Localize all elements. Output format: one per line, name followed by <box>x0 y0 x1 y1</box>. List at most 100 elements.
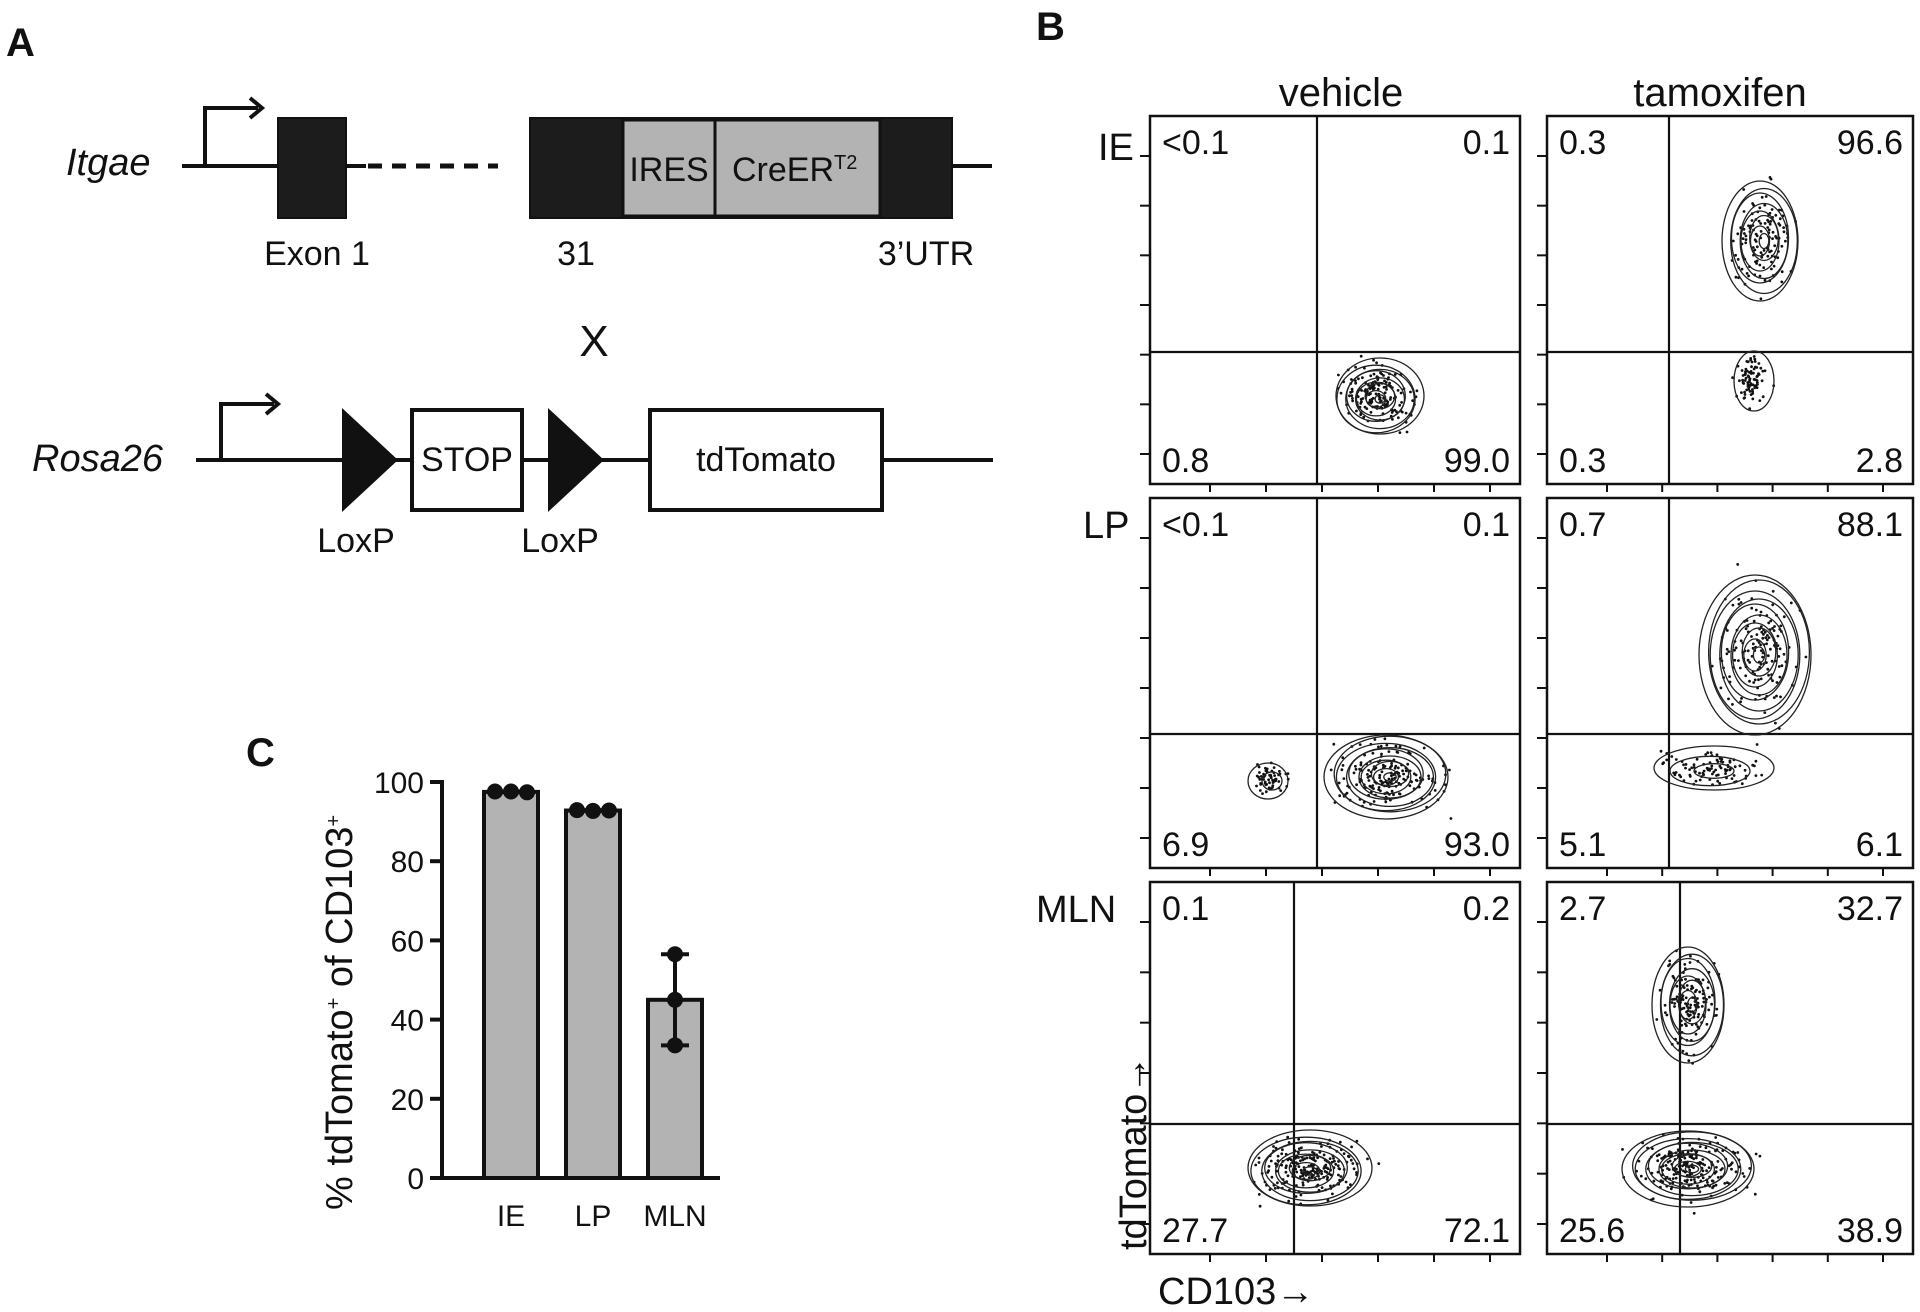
event-dot <box>1769 619 1773 623</box>
event-dot <box>1299 1175 1302 1178</box>
event-dot <box>1273 774 1276 777</box>
event-dot <box>1369 401 1373 405</box>
event-dot <box>1673 1005 1676 1008</box>
event-dot <box>1385 743 1389 747</box>
event-dot <box>1708 995 1711 999</box>
event-dot <box>1391 418 1394 421</box>
event-dot <box>1760 379 1764 383</box>
event-dot <box>1747 375 1751 379</box>
event-dot <box>1760 195 1764 199</box>
y-axis-title-tdtomato: tdTomato→ <box>1113 1056 1155 1250</box>
quadrant-tr-value: 32.7 <box>1837 890 1903 928</box>
event-dot <box>1678 773 1681 777</box>
event-dot <box>1750 606 1754 610</box>
event-dot <box>1384 800 1388 804</box>
event-dot <box>1747 224 1750 228</box>
event-dot <box>1367 768 1370 772</box>
event-dot <box>1718 764 1722 768</box>
event-dot <box>1712 1184 1716 1188</box>
quadrant-tl-value: <0.1 <box>1162 506 1229 544</box>
event-dot <box>1258 778 1262 781</box>
event-dot <box>1753 386 1757 390</box>
event-dot <box>1758 399 1762 402</box>
event-dot <box>1762 633 1765 636</box>
event-dot <box>1396 389 1400 392</box>
event-dot <box>1771 589 1775 593</box>
event-dot <box>1411 399 1414 402</box>
event-dot <box>1767 673 1770 677</box>
event-dot <box>1784 239 1787 243</box>
event-dot <box>1719 686 1723 690</box>
contour-line <box>1719 598 1799 712</box>
event-dot <box>1766 226 1770 229</box>
event-dot <box>1758 263 1762 267</box>
event-dot <box>1779 695 1782 699</box>
x-tick-label-mln: MLN <box>643 1200 706 1233</box>
event-dot <box>1705 1169 1708 1173</box>
quadrant-tl-value: 0.3 <box>1559 124 1606 162</box>
contour-line <box>1631 1131 1753 1201</box>
contour-line <box>1669 755 1751 787</box>
event-dot <box>1688 1168 1692 1172</box>
event-dot <box>1355 1171 1358 1174</box>
cre-superscript: T2 <box>834 152 857 174</box>
event-dot <box>1322 1167 1326 1170</box>
y-tick-label: 20 <box>391 1084 424 1117</box>
contour-line <box>1374 394 1386 404</box>
event-dot <box>1692 1166 1695 1170</box>
event-dot <box>1674 758 1678 761</box>
event-dot <box>1780 270 1784 274</box>
event-dot <box>1736 563 1740 566</box>
event-dot <box>1700 1005 1704 1008</box>
plot-frame <box>1148 496 1522 870</box>
event-dot <box>1340 768 1344 772</box>
event-dot <box>1372 358 1375 362</box>
event-dot <box>1743 396 1747 399</box>
event-dot <box>1393 373 1397 376</box>
event-dot <box>1751 246 1755 249</box>
event-dot <box>1764 636 1768 640</box>
event-dot <box>1684 977 1687 981</box>
event-dot <box>1678 1048 1682 1052</box>
event-dot <box>1678 1158 1682 1162</box>
event-dot <box>1683 1156 1687 1160</box>
quadrant-bl-value: 0.8 <box>1162 442 1209 480</box>
event-dot <box>1743 379 1747 382</box>
event-dot <box>1741 378 1744 382</box>
event-dot <box>1352 1167 1356 1171</box>
event-dot <box>1763 203 1767 207</box>
event-dot <box>1272 1145 1275 1148</box>
event-dot <box>1759 677 1763 681</box>
event-dot <box>1748 384 1752 387</box>
event-dot <box>1758 1154 1762 1158</box>
contour-line <box>1621 1130 1755 1208</box>
ylabel-mid: of CD103 <box>319 827 361 998</box>
event-dot <box>1731 376 1734 379</box>
facs-plot-mln-tamoxifen: 2.7 32.7 25.6 38.9 <box>1537 880 1915 1262</box>
event-dot <box>1390 789 1394 793</box>
event-dot <box>1762 249 1766 252</box>
event-dot <box>1710 764 1714 768</box>
event-dot <box>1714 1136 1718 1139</box>
event-dot <box>1774 721 1777 725</box>
contour-line <box>1658 1149 1726 1189</box>
event-dot <box>1400 401 1403 404</box>
event-dot <box>1689 954 1692 958</box>
event-dot <box>1770 659 1774 663</box>
event-dot <box>1760 649 1763 652</box>
event-dot <box>1705 1022 1709 1026</box>
event-dot <box>1366 773 1369 776</box>
event-dot <box>1386 402 1389 406</box>
event-dot <box>1755 633 1759 636</box>
event-dot <box>1377 786 1381 789</box>
event-dot <box>1749 372 1753 375</box>
event-dot <box>1715 1007 1719 1011</box>
event-dot <box>1665 1013 1669 1017</box>
event-dot <box>1339 1175 1343 1178</box>
event-dot <box>1751 642 1755 646</box>
event-dot <box>1696 1015 1700 1019</box>
event-dot <box>1320 1172 1323 1176</box>
event-dot <box>1688 1006 1692 1010</box>
event-dot <box>1395 750 1399 754</box>
event-dot <box>1392 793 1395 797</box>
